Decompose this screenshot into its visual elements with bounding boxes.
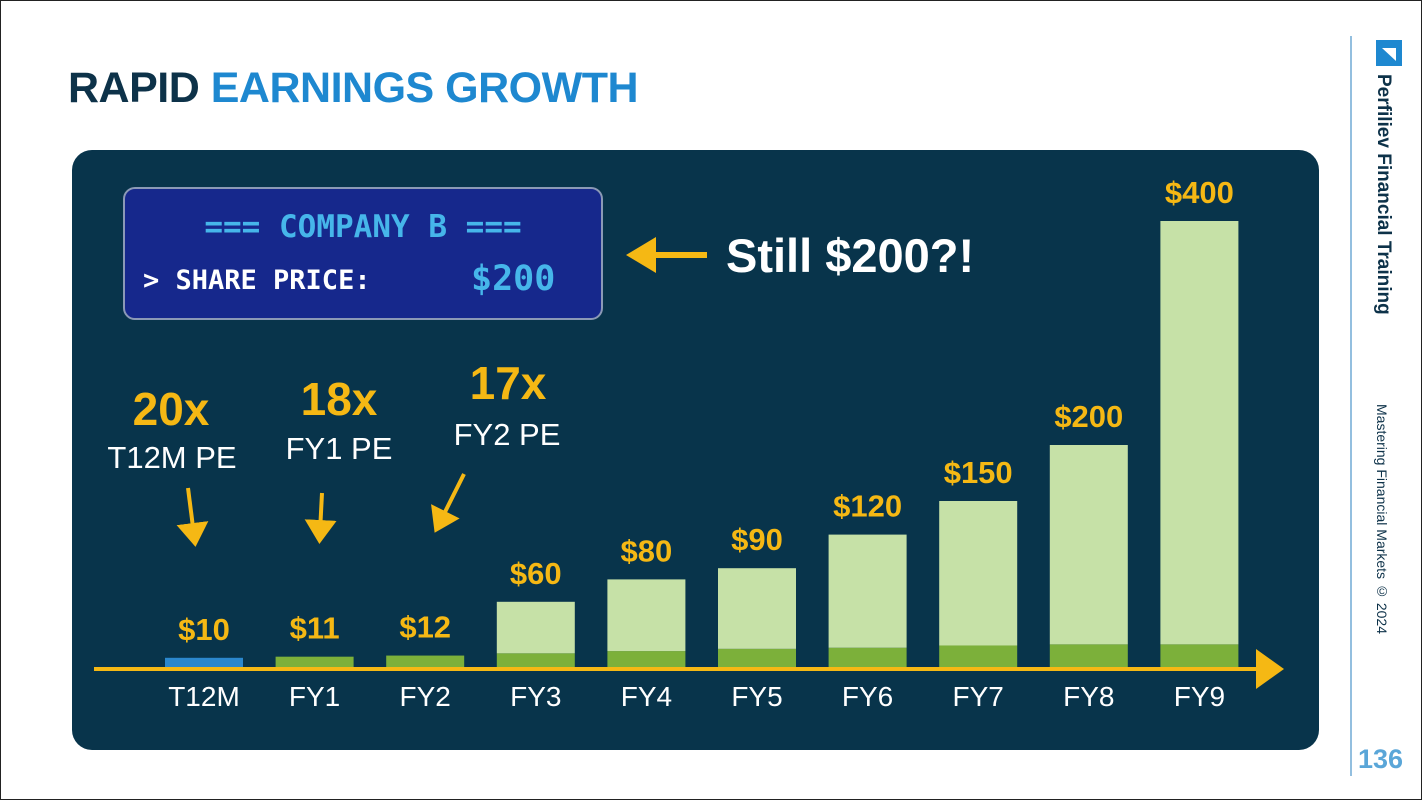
bars-layer bbox=[165, 221, 1239, 669]
terminal-price: $200 bbox=[471, 259, 556, 299]
tick-label-fy6: FY6 bbox=[842, 681, 893, 712]
pe-arrow-fy1 bbox=[304, 492, 337, 544]
tick-label-fy5: FY5 bbox=[731, 681, 782, 712]
terminal-prompt: > SHARE PRICE: bbox=[143, 265, 371, 296]
bar-base-fy9 bbox=[1160, 644, 1239, 669]
tick-label-fy8: FY8 bbox=[1063, 681, 1114, 712]
pe-arrow-t12m bbox=[176, 487, 209, 547]
brand-name: Perfiliev Financial Training bbox=[1373, 74, 1394, 315]
data-label-fy2: $12 bbox=[399, 610, 451, 645]
data-label-fy8: $200 bbox=[1054, 399, 1123, 434]
share-price-terminal: === COMPANY B === > SHARE PRICE: $200 bbox=[123, 187, 603, 320]
data-label-fy1: $11 bbox=[290, 611, 340, 646]
tick-label-fy4: FY4 bbox=[621, 681, 672, 712]
ticks-layer: T12M FY1 FY2 FY3 FY4 FY5 FY6 FY7 FY8 FY9 bbox=[168, 681, 1225, 712]
pe-arrow-fy2 bbox=[431, 473, 466, 533]
title-part-2: EARNINGS GROWTH bbox=[210, 64, 639, 112]
bar-base-fy8 bbox=[1049, 644, 1128, 669]
pe-multiple-t12m: 20x bbox=[132, 383, 210, 435]
bar-base-fy4 bbox=[607, 651, 686, 669]
pe-multiple-fy1: 18x bbox=[300, 373, 378, 425]
tick-label-fy1: FY1 bbox=[289, 681, 340, 712]
tick-label-fy7: FY7 bbox=[953, 681, 1004, 712]
side-divider bbox=[1350, 36, 1352, 776]
labels-layer: $10 $11 $12 $60 $80 $90 $120 $150 $200 $400 bbox=[178, 175, 1234, 647]
data-label-fy9: $400 bbox=[1165, 175, 1234, 210]
title-part-1: RAPID bbox=[68, 64, 200, 112]
bar-growth-fy6 bbox=[828, 534, 907, 648]
bar-growth-fy8 bbox=[1049, 445, 1128, 645]
bar-base-fy6 bbox=[828, 647, 907, 669]
pe-label-fy2: FY2 PE bbox=[453, 417, 561, 452]
bar-base-fy7 bbox=[939, 645, 1018, 669]
tick-label-fy2: FY2 bbox=[400, 681, 451, 712]
data-label-fy3: $60 bbox=[510, 556, 562, 591]
bar-base-fy1 bbox=[275, 656, 354, 669]
bar-growth-fy3 bbox=[496, 601, 575, 654]
pe-label-t12m: T12M PE bbox=[107, 440, 237, 475]
brand-tagline: Mastering Financial Markets © 2024 bbox=[1374, 404, 1390, 634]
data-label-fy4: $80 bbox=[621, 533, 673, 568]
pe-multiple-fy2: 17x bbox=[469, 357, 547, 409]
tick-label-fy3: FY3 bbox=[510, 681, 561, 712]
data-label-t12m: $10 bbox=[178, 612, 230, 647]
data-label-fy6: $120 bbox=[833, 489, 902, 524]
bar-base-fy5 bbox=[718, 648, 796, 669]
tick-label-fy9: FY9 bbox=[1174, 681, 1225, 712]
bar-base-fy3 bbox=[496, 653, 575, 669]
data-label-fy5: $90 bbox=[731, 522, 783, 557]
page-number: 136 bbox=[1358, 744, 1404, 774]
tick-label-t12m: T12M bbox=[168, 681, 240, 712]
bar-growth-fy4 bbox=[607, 579, 686, 652]
bar-growth-fy5 bbox=[718, 568, 796, 649]
bar-growth-fy9 bbox=[1160, 221, 1239, 645]
slide-title: RAPID EARNINGS GROWTH bbox=[68, 64, 639, 113]
data-label-fy7: $150 bbox=[944, 455, 1013, 490]
bar-growth-fy7 bbox=[939, 501, 1018, 646]
pe-label-fy1: FY1 PE bbox=[285, 431, 393, 466]
bar-base-t12m bbox=[165, 657, 243, 669]
callout-text: Still $200?! bbox=[726, 229, 975, 282]
terminal-header: === COMPANY B === bbox=[204, 209, 522, 245]
bar-base-fy2 bbox=[386, 655, 465, 669]
brand-logo-icon bbox=[1376, 40, 1402, 66]
